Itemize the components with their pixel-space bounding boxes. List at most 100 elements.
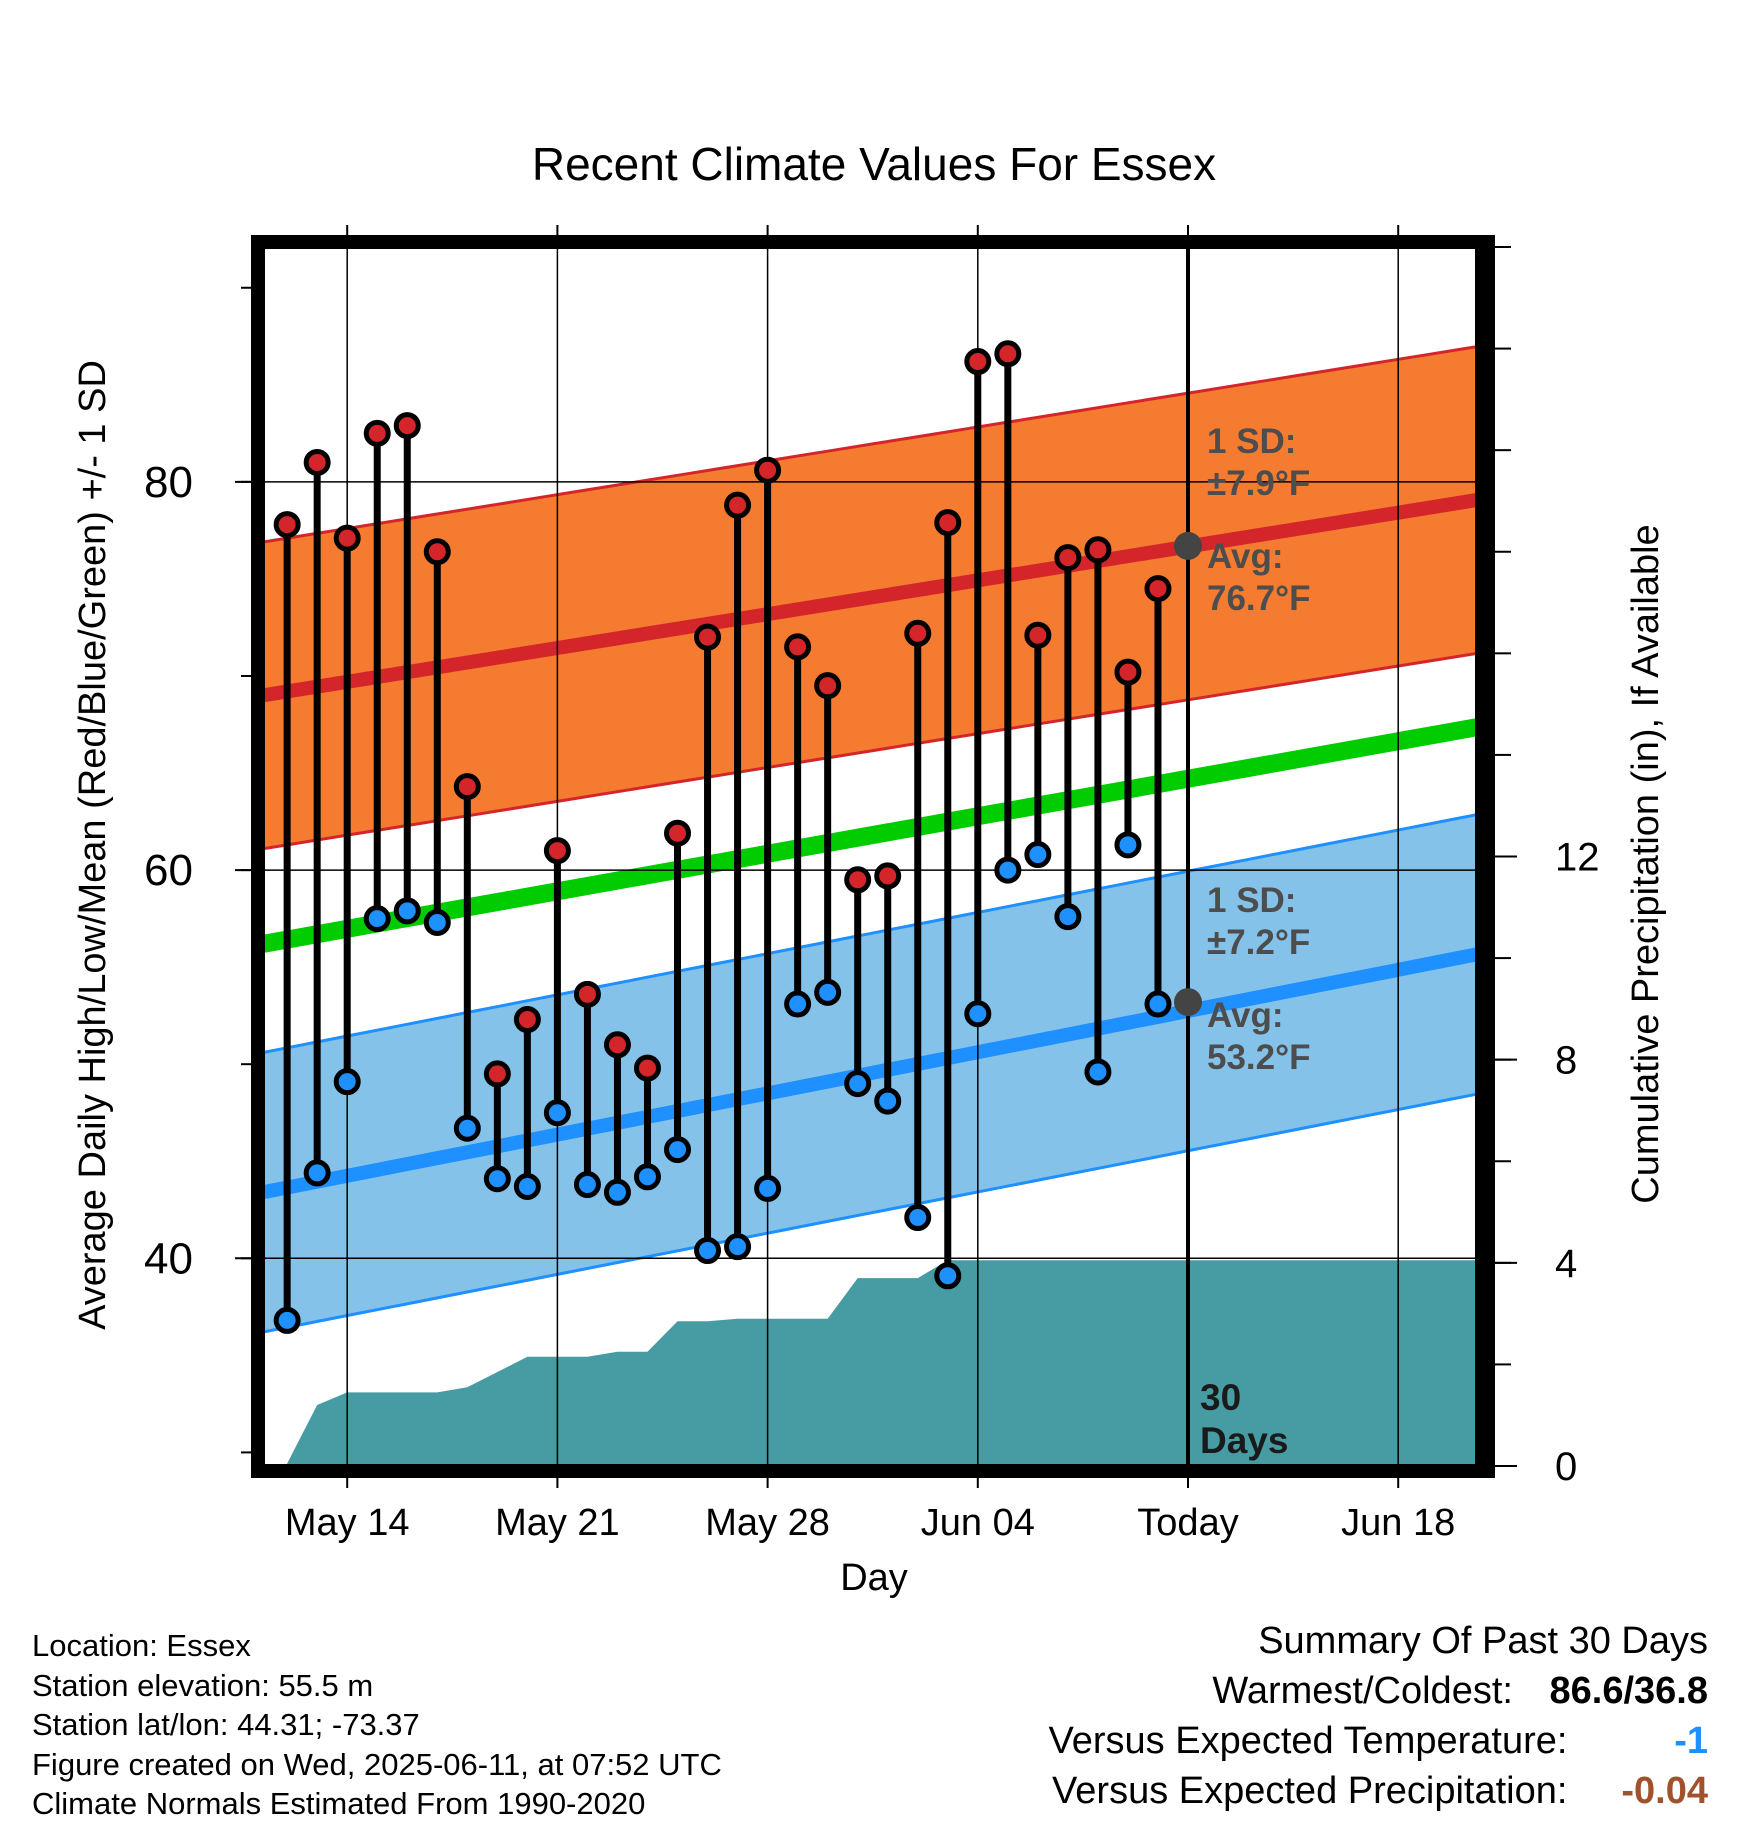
- daily-low-point: [423, 908, 451, 936]
- daily-high-point: [904, 619, 932, 647]
- temp-label: Versus Expected Temperature:: [1048, 1720, 1568, 1762]
- daily-low-point: [724, 1233, 752, 1261]
- daily-high-point: [333, 524, 361, 552]
- daily-high-point: [784, 633, 812, 661]
- low-avg-value: 53.2°F: [1207, 1038, 1311, 1077]
- precip-label: Versus Expected Precipitation:: [1052, 1770, 1568, 1812]
- daily-low-point: [453, 1114, 481, 1142]
- today-avg-low-marker: [1174, 988, 1202, 1017]
- daily-high-point: [694, 623, 722, 651]
- low-sd-band-lower-edge: [263, 1091, 1481, 1334]
- daily-low-point: [814, 978, 842, 1006]
- daily-high-point: [994, 340, 1022, 368]
- warm-cold-value: 86.6/36.8: [1549, 1670, 1708, 1712]
- high-avg-value: 76.7°F: [1207, 579, 1311, 618]
- plot-clip-group: [263, 344, 1481, 1466]
- daily-high-point: [633, 1054, 661, 1082]
- y-left-tick-label: 80: [144, 458, 193, 507]
- temp-row: Versus Expected Temperature: -1: [1049, 1716, 1708, 1766]
- daily-low-point: [513, 1172, 541, 1200]
- daily-high-point: [754, 456, 782, 484]
- elevation-text: Station elevation: 55.5 m: [32, 1667, 374, 1703]
- low-avg-label: Avg:: [1207, 996, 1283, 1035]
- daily-high-point: [664, 819, 692, 847]
- daily-low-point: [664, 1136, 692, 1164]
- x-tick-label: Jun 04: [921, 1502, 1035, 1544]
- daily-high-point: [303, 448, 331, 476]
- daily-high-point: [363, 419, 391, 447]
- climate-chart: Recent Climate Values For Essex 1 SD:±7.…: [72, 138, 1667, 1599]
- daily-low-point: [874, 1087, 902, 1115]
- window-label-days: Days: [1200, 1420, 1288, 1461]
- high-sd-label: 1 SD:: [1207, 422, 1296, 461]
- station-info: Location: Essex Station elevation: 55.5 …: [32, 1626, 722, 1824]
- daily-high-point: [1114, 658, 1142, 686]
- precip-row: Versus Expected Precipitation: -0.04: [1049, 1766, 1708, 1816]
- daily-low-point: [303, 1159, 331, 1187]
- daily-low-point: [483, 1165, 511, 1193]
- daily-high-point: [1024, 621, 1052, 649]
- daily-low-point: [1054, 903, 1082, 931]
- low-sd-label: 1 SD:: [1207, 881, 1296, 920]
- latlon-text: Station lat/lon: 44.31; -73.37: [32, 1707, 420, 1742]
- daily-high-point: [273, 511, 301, 539]
- y-axis-label-left: Average Daily High/Low/Mean (Red/Blue/Gr…: [72, 360, 114, 1330]
- y-left-tick-label: 40: [144, 1234, 193, 1283]
- warm-cold-row: Warmest/Coldest: 86.6/36.8: [1049, 1666, 1708, 1716]
- high-avg-label: Avg:: [1207, 537, 1283, 576]
- x-tick-label: Today: [1137, 1502, 1238, 1544]
- daily-high-point: [393, 412, 421, 440]
- created-text: Figure created on Wed, 2025-06-11, at 07…: [32, 1746, 722, 1782]
- normal-high-line: [263, 492, 1481, 703]
- location-text: Location: Essex: [32, 1628, 251, 1663]
- warm-cold-label: Warmest/Coldest:: [1212, 1670, 1513, 1712]
- y-right-tick-label: 4: [1555, 1242, 1577, 1286]
- normal-low-line: [263, 946, 1481, 1200]
- daily-low-point: [603, 1178, 631, 1206]
- daily-low-point: [543, 1099, 571, 1127]
- daily-high-point: [844, 866, 872, 894]
- daily-low-point: [694, 1237, 722, 1265]
- daily-low-point: [934, 1262, 962, 1290]
- daily-low-point: [994, 856, 1022, 884]
- daily-high-point: [513, 1006, 541, 1034]
- temp-value: -1: [1674, 1720, 1708, 1762]
- daily-high-point: [573, 980, 601, 1008]
- daily-low-point: [844, 1070, 872, 1098]
- y-right-tick-label: 8: [1555, 1039, 1577, 1083]
- daily-low-point: [363, 905, 391, 933]
- high-sd-value: ±7.9°F: [1207, 464, 1310, 503]
- daily-low-point: [573, 1171, 601, 1199]
- chart-title: Recent Climate Values For Essex: [532, 138, 1216, 190]
- daily-high-point: [934, 509, 962, 537]
- daily-low-point: [333, 1068, 361, 1096]
- daily-low-point: [1114, 831, 1142, 859]
- x-tick-label: May 14: [285, 1502, 410, 1544]
- x-tick-label: May 21: [495, 1502, 620, 1544]
- window-label-number: 30: [1200, 1377, 1241, 1418]
- daily-high-point: [874, 862, 902, 890]
- x-tick-label: Jun 18: [1341, 1502, 1455, 1544]
- daily-high-point: [964, 348, 992, 376]
- daily-low-point: [393, 897, 421, 925]
- high-sd-band-upper-edge: [263, 344, 1481, 544]
- daily-low-point: [784, 990, 812, 1018]
- y-axis-label-right: Cumulative Precipitation (in), If Availa…: [1625, 524, 1667, 1203]
- low-sd-value: ±7.2°F: [1207, 923, 1310, 962]
- y-right-tick-label: 12: [1555, 836, 1600, 880]
- daily-high-point: [724, 491, 752, 519]
- daily-high-point: [483, 1060, 511, 1088]
- today-avg-high-marker: [1174, 531, 1202, 560]
- daily-low-point: [904, 1204, 932, 1232]
- y-left-tick-label: 60: [144, 846, 193, 895]
- daily-high-point: [603, 1031, 631, 1059]
- daily-high-point: [1054, 544, 1082, 572]
- daily-high-point: [1084, 536, 1112, 564]
- daily-low-point: [754, 1174, 782, 1202]
- daily-high-point: [814, 672, 842, 700]
- daily-low-point: [273, 1306, 301, 1334]
- daily-low-point: [1024, 841, 1052, 869]
- x-tick-label: May 28: [705, 1502, 830, 1544]
- daily-low-point: [1144, 990, 1172, 1018]
